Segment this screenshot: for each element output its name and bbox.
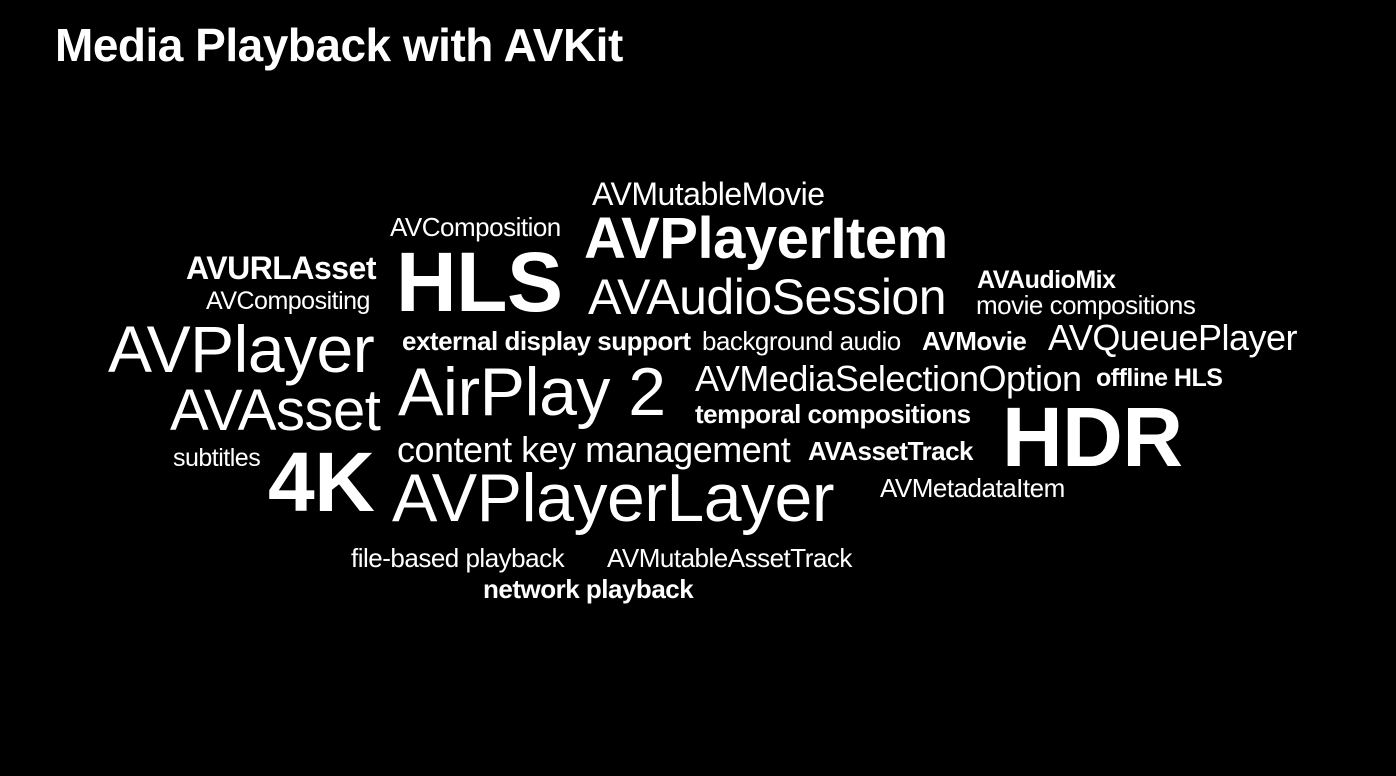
word-avurlasset: AVURLAsset [186,250,377,286]
word-avplayer: AVPlayer [108,312,375,386]
word-avmutablemovie: AVMutableMovie [592,176,825,212]
word-hls: HLS [396,235,563,329]
word-avmovie: AVMovie [922,326,1027,356]
word-avmetadataitem: AVMetadataItem [880,473,1065,503]
word-4k: 4K [268,435,375,529]
word-avcomposition: AVComposition [390,212,561,242]
word-avqueueplayer: AVQueuePlayer [1048,317,1297,358]
word-offline-hls: offline HLS [1096,364,1223,392]
word-network-playback: network playback [483,574,694,604]
word-avaudiomix: AVAudioMix [977,266,1116,294]
word-airplay-2: AirPlay 2 [398,354,666,430]
word-content-key-management: content key management [397,429,791,470]
word-avassettrack: AVAssetTrack [808,436,974,466]
word-avasset: AVAsset [170,378,381,443]
word-external-display-support: external display support [402,326,691,356]
word-temporal-compositions: temporal compositions [695,399,971,429]
slide-title: Media Playback with AVKit [55,19,623,71]
word-movie-compositions: movie compositions [976,290,1196,320]
word-avaudiosession: AVAudioSession [588,269,947,325]
word-avmutableassettrack: AVMutableAssetTrack [607,543,852,573]
word-subtitles: subtitles [173,444,261,472]
word-avplayerlayer: AVPlayerLayer [392,460,835,536]
word-hdr: HDR [1002,390,1183,484]
word-avplayeritem: AVPlayerItem [584,206,948,271]
word-avmediaselectionoption: AVMediaSelectionOption [695,358,1082,399]
word-avcompositing: AVCompositing [206,287,370,315]
word-file-based-playback: file-based playback [351,543,565,573]
word-background-audio: background audio [702,326,901,356]
